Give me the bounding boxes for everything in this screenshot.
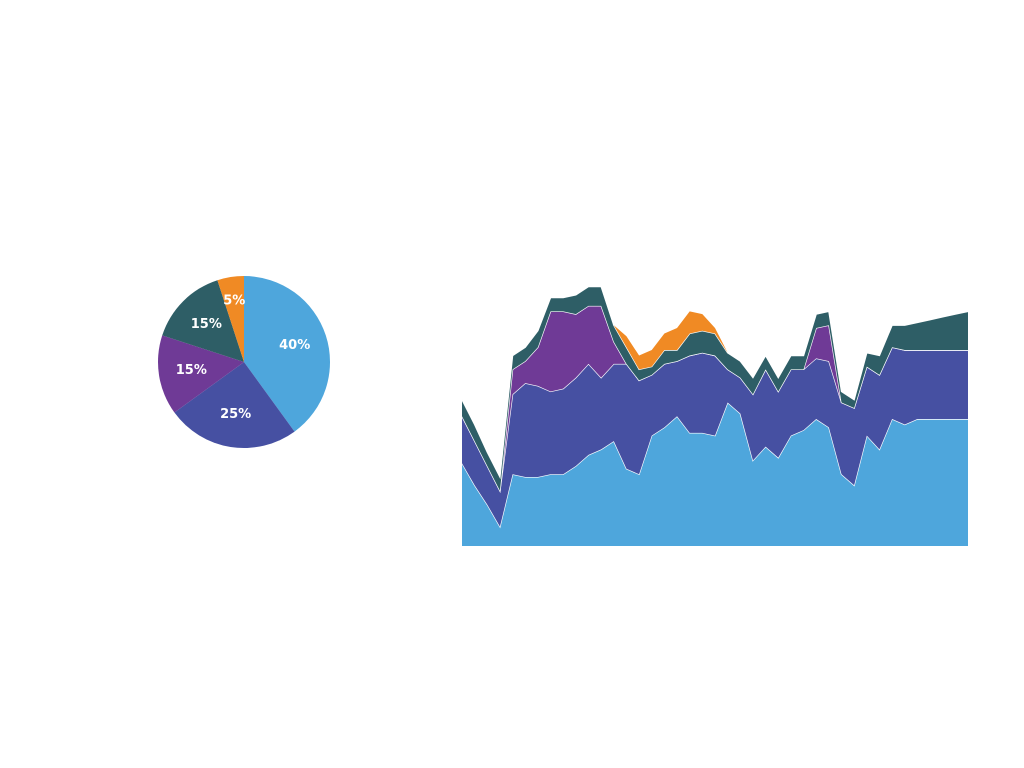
pie-slice-label-4: 5%: [223, 293, 245, 308]
area-series-1: [462, 347, 968, 527]
area-series-2: [462, 305, 968, 491]
pie-slice-label-3: 15%: [191, 317, 222, 332]
pie-slice-4: [217, 276, 244, 362]
area-series-boundary-3: [462, 285, 968, 480]
pie-slice-label-0: 40%: [279, 338, 310, 353]
pie-slice-label-2: 15%: [176, 363, 207, 378]
pie-slice-2: [157, 335, 244, 413]
pie-slice-label-1: 25%: [220, 407, 251, 422]
area-series-0: [462, 402, 968, 546]
pie-slice-1: [174, 362, 295, 449]
pie-chart: 40%25%15%15%5%: [157, 276, 331, 449]
stacked-area-chart: [462, 285, 968, 546]
pie-slice-0: [244, 276, 331, 432]
pie-slice-3: [162, 280, 244, 362]
